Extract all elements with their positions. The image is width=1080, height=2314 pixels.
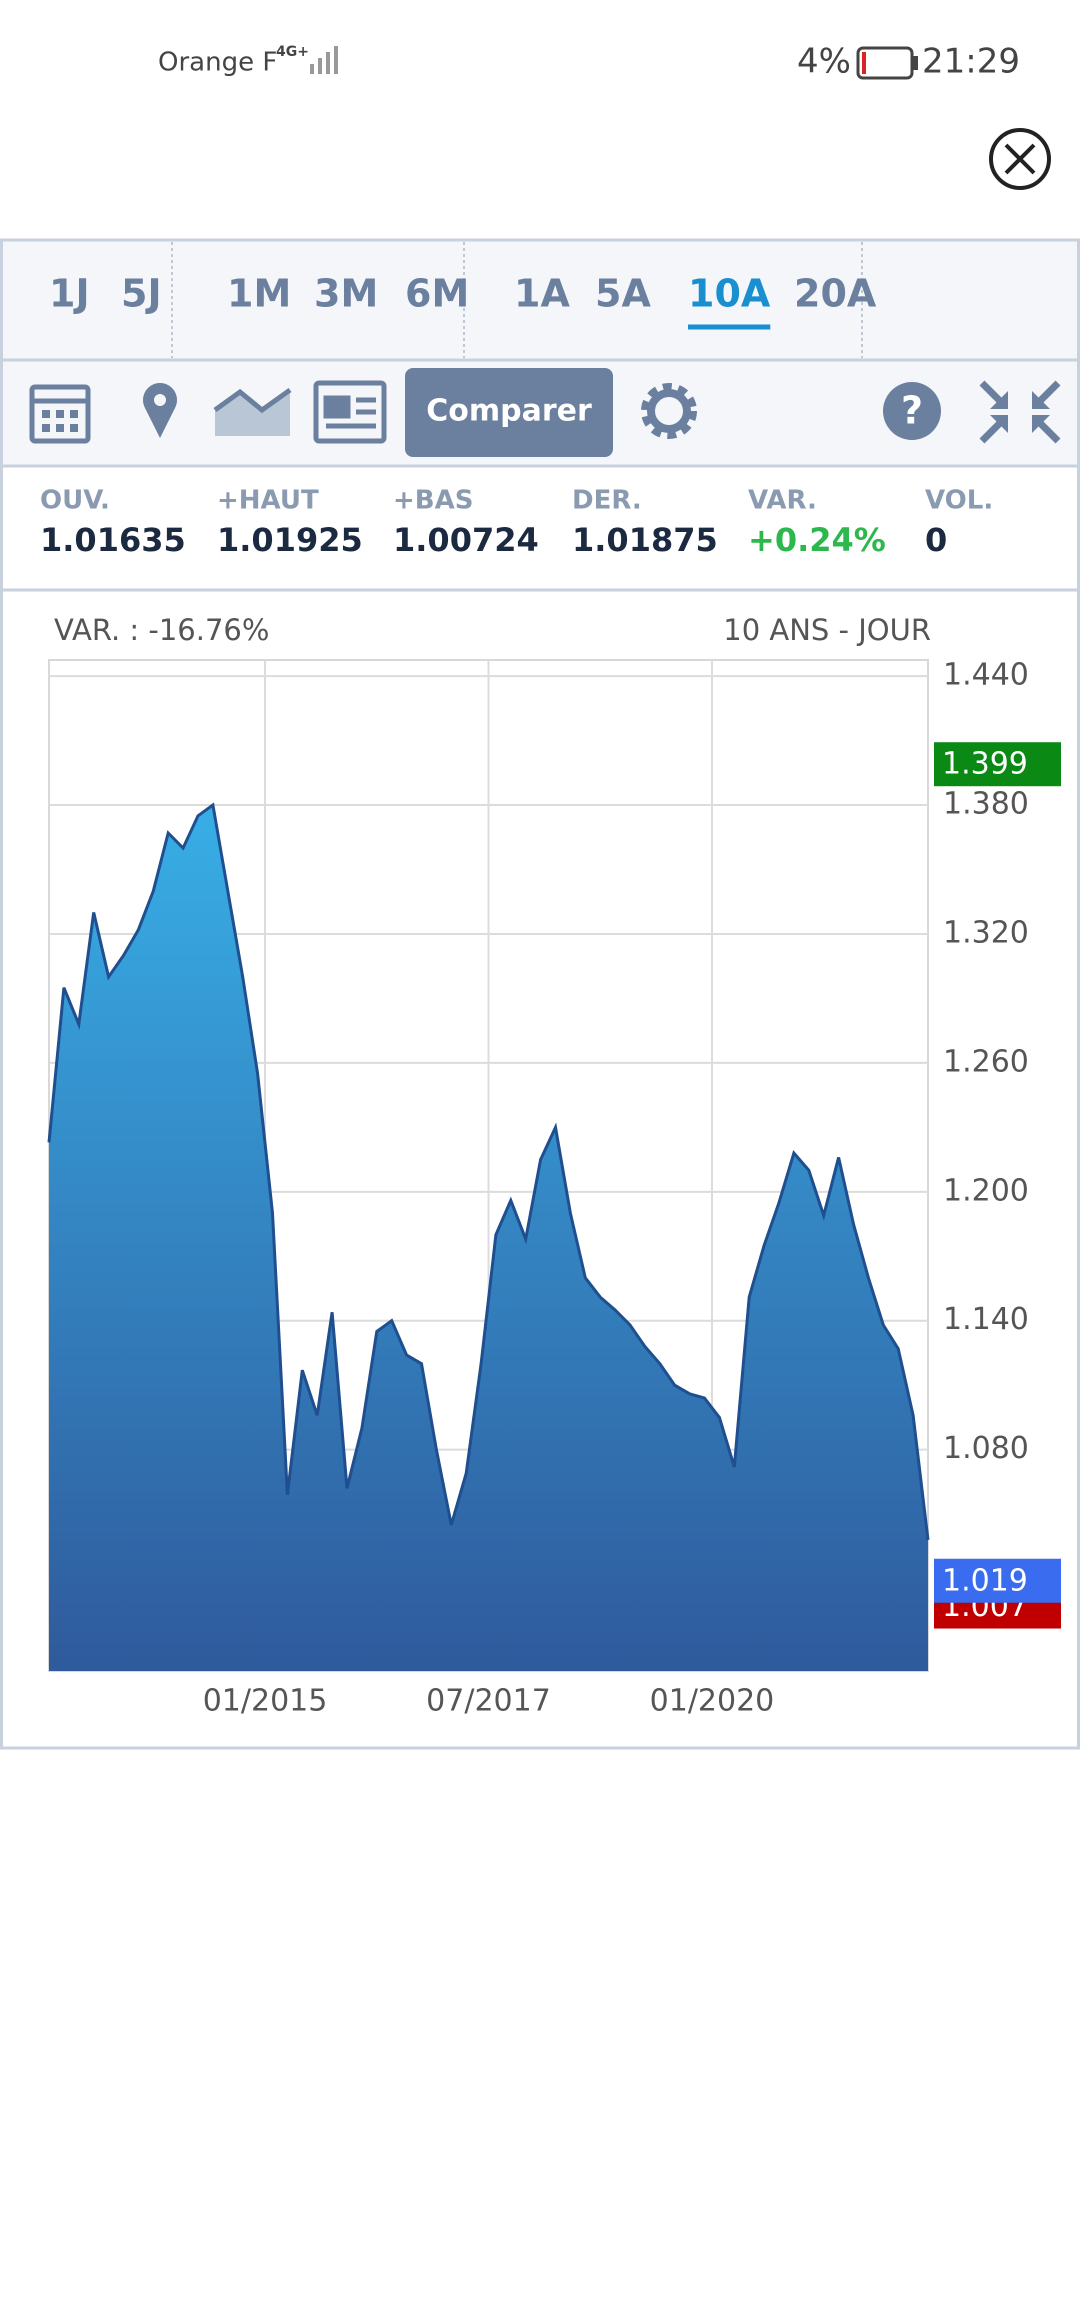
y-tick-label: 1.440 [943,658,1029,693]
area-line [47,802,930,1541]
area-fill [49,805,928,1671]
period-bar [0,238,1080,362]
quote-value: 1.01875 [572,521,718,559]
price-badge-label: 1.019 [942,1563,1028,1598]
clock: 21:29 [922,42,1020,82]
y-tick-label: 1.080 [943,1431,1029,1466]
compare-label: Comparer [426,394,592,429]
signal [310,46,338,74]
period-tab[interactable]: 6M [405,272,469,316]
carrier: Orange F [158,48,277,78]
period-tab[interactable]: 1J [49,272,90,316]
period-tab[interactable]: 3M [314,272,378,316]
period-tab[interactable]: 10A [688,272,771,316]
close-button[interactable] [989,128,1051,190]
battery-level: 4% [797,42,851,82]
x-tick-label: 01/2020 [650,1684,775,1719]
compare-button[interactable]: Comparer [405,368,613,457]
quote-label: OUV. [40,486,110,516]
location-icon[interactable] [143,383,177,438]
collapse-icon[interactable] [979,380,1061,444]
news-icon[interactable] [313,380,387,444]
quote-value: 1.01635 [40,521,186,559]
quote-label: +HAUT [217,486,319,516]
price-badge [934,742,1061,787]
y-tick-label: 1.140 [943,1302,1029,1337]
y-tick-label: 1.260 [943,1044,1029,1079]
x-tick-label: 07/2017 [426,1684,551,1719]
period-tab[interactable]: 20A [794,272,877,316]
quote-value: 1.00724 [393,521,539,559]
chart-subtitle: VAR. : -16.76% [54,613,269,647]
y-tick-label: 1.200 [943,1173,1029,1208]
quote-label: DER. [572,486,642,516]
quote-value: +0.24% [748,521,886,559]
period-tab[interactable]: 5A [595,272,651,316]
calendar-icon[interactable] [29,384,91,444]
battery-icon [856,46,918,80]
x-tick-label: 01/2015 [203,1684,328,1719]
period-separators [171,242,863,358]
y-tick-label: 1.320 [943,915,1029,950]
period-tab[interactable]: 1A [514,272,570,316]
quote-label: +BAS [393,486,473,516]
quote-value: 0 [925,521,947,559]
quote-label: VOL. [925,486,993,516]
period-tab[interactable]: 1M [227,272,291,316]
settings-icon[interactable] [641,383,697,439]
area-chart-icon[interactable] [213,387,292,436]
help-icon[interactable]: ? [883,382,941,440]
network: 4G+ [276,44,309,60]
svg-text:?: ? [901,389,923,433]
quote-value: 1.01925 [217,521,363,559]
chart-subtitle: 10 ANS - JOUR [723,613,931,647]
y-tick-label: 1.380 [943,787,1029,822]
price-badge [934,1558,1061,1603]
price-badge-label: 1.399 [942,747,1028,782]
period-tab[interactable]: 5J [121,272,162,316]
quote-label: VAR. [748,486,817,516]
